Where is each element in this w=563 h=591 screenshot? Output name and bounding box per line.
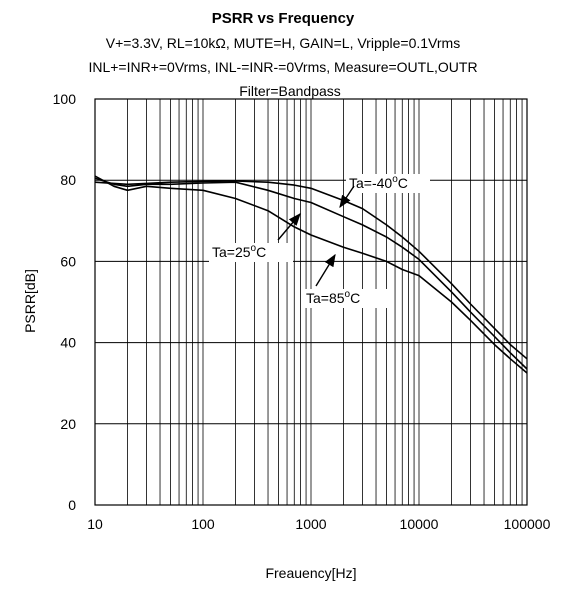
annotation-label: Ta=85oC — [306, 289, 360, 306]
x-tick-label: 100000 — [504, 516, 551, 532]
annotation-label-bg — [303, 289, 387, 308]
y-tick-label: 20 — [60, 416, 76, 432]
y-axis-label: PSRR[dB] — [22, 269, 38, 333]
grid — [94, 98, 528, 506]
y-tick-label: 60 — [60, 253, 76, 269]
annotation-label: Ta=-40oC — [349, 174, 408, 191]
chart-subtitle-line-3: Filter=Bandpass — [239, 83, 341, 99]
series-lines — [94, 175, 528, 374]
annotation-arrow — [277, 213, 301, 241]
series-line-1 — [94, 180, 528, 360]
x-tick-label: 1000 — [295, 516, 326, 532]
x-axis-label: Freauency[Hz] — [265, 565, 356, 581]
chart-subtitle-line-2: INL+=INR+=0Vrms, INL-=INR-=0Vrms, Measur… — [88, 59, 477, 75]
series-line-2 — [94, 177, 528, 370]
chart-title: PSRR vs Frequency — [212, 10, 355, 27]
y-tick-label: 40 — [60, 335, 76, 351]
series-line-3 — [94, 175, 528, 374]
y-tick-label: 80 — [60, 172, 76, 188]
annotation-arrow — [339, 185, 355, 209]
annotations: Ta=-40oC Ta=25oC Ta=85oC — [209, 174, 430, 308]
chart-subtitle-line-1: V+=3.3V, RL=10kΩ, MUTE=H, GAIN=L, Vrippl… — [106, 35, 460, 51]
x-tick-label: 10 — [87, 516, 103, 532]
y-tick-label: 0 — [68, 497, 76, 513]
x-tick-label: 10000 — [400, 516, 439, 532]
plot-frame — [94, 98, 528, 506]
tick-labels: 10 100 1000 10000 100000 0 20 40 60 80 100 — [53, 91, 551, 532]
annotation-label-bg — [209, 243, 293, 262]
annotation-label: Ta=25oC — [212, 243, 266, 260]
annotation-arrow — [315, 253, 336, 287]
annotation-label-bg — [346, 174, 430, 193]
x-tick-label: 100 — [191, 516, 215, 532]
y-tick-label: 100 — [53, 91, 77, 107]
